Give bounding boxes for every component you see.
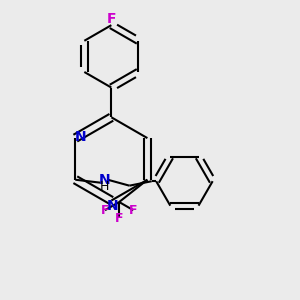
Text: N: N [75, 130, 86, 144]
Text: F: F [129, 204, 138, 217]
Text: F: F [115, 212, 123, 225]
Text: F: F [106, 12, 116, 26]
Text: N: N [98, 173, 110, 187]
Text: H: H [100, 180, 109, 193]
Text: F: F [101, 204, 109, 217]
Text: N: N [107, 199, 119, 213]
